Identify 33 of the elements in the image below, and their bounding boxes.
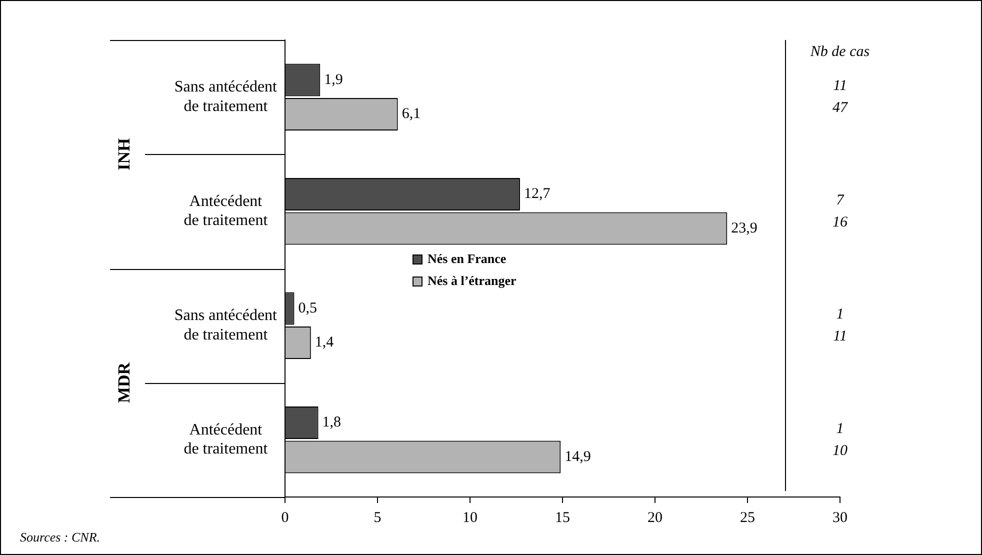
x-tick-label: 15 <box>555 510 570 526</box>
text: INH <box>114 138 134 170</box>
data-label: 1,9 <box>324 72 343 88</box>
annotation: 11 <box>833 328 847 345</box>
annotation: 47 <box>832 100 849 116</box>
data-label: 1,4 <box>314 334 334 351</box>
y-tick-label: Antécédent de traitement <box>184 192 268 230</box>
legend-label: Nés en France <box>428 250 506 266</box>
x-tick-label: 30 <box>832 510 848 526</box>
annotation: 7 <box>836 192 846 208</box>
annotation: Nb de cas <box>809 44 870 60</box>
x-tick-label: 10 <box>462 510 478 526</box>
y-tick-label: Sans antécédent de traitement <box>174 307 278 344</box>
x-tick-label: 0 <box>281 510 289 526</box>
annotation: 16 <box>832 214 848 230</box>
y-tick-label: Sans antécédent de traitement <box>174 78 278 115</box>
annotation: 1 <box>836 306 844 323</box>
data-label: 0,5 <box>298 300 317 316</box>
x-tick-label: 25 <box>740 510 755 526</box>
x-tick-label: 5 <box>374 510 382 526</box>
annotation: 1 <box>836 420 844 437</box>
annotation: 10 <box>832 442 848 459</box>
annotation: 11 <box>833 78 847 94</box>
data-label: 14,9 <box>564 448 591 465</box>
y-tick-label: Antécédent de traitement <box>184 421 268 458</box>
legend-label: Nés à l’étranger <box>428 272 517 288</box>
data-label: 6,1 <box>402 106 421 122</box>
data-label: 1,8 <box>322 414 342 431</box>
data-label: 23,9 <box>731 220 758 236</box>
text: MDR <box>114 362 134 404</box>
x-tick-label: 20 <box>648 510 662 526</box>
source-note: Sources : CNR. <box>20 529 100 544</box>
data-label: 12,7 <box>524 186 551 202</box>
